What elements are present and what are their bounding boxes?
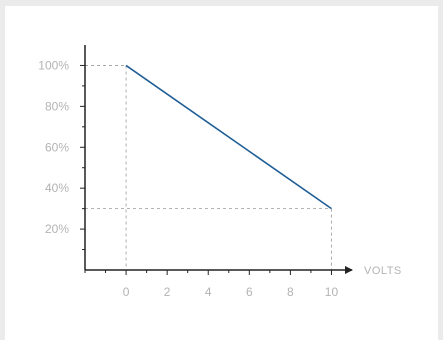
y-tick-label-40%: 40% — [45, 181, 69, 195]
y-tick-label-100%: 100% — [38, 58, 69, 72]
y-tick-label-20%: 20% — [45, 222, 69, 236]
y-tick-label-80%: 80% — [45, 99, 69, 113]
x-tick-label-10: 10 — [325, 285, 339, 299]
y-tick-label-60%: 60% — [45, 140, 69, 154]
chart-panel — [5, 6, 438, 340]
x-tick-label-0: 0 — [123, 285, 130, 299]
x-tick-label-6: 6 — [246, 285, 253, 299]
series-line-0 — [125, 64, 332, 210]
x-tick-label-4: 4 — [205, 285, 212, 299]
x-tick-label-2: 2 — [164, 285, 171, 299]
x-axis-title: VOLTS — [364, 265, 402, 277]
x-tick-label-8: 8 — [287, 285, 294, 299]
